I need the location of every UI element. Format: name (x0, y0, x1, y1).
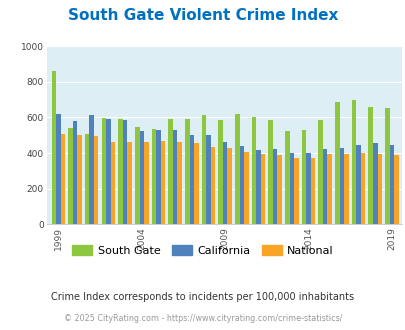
Bar (368, 107, 372, 224)
Bar (89, 115, 94, 224)
Bar (139, 131, 144, 224)
Bar (173, 130, 177, 224)
Bar (351, 100, 356, 224)
Bar (72, 121, 77, 224)
Bar (189, 135, 194, 224)
Bar (77, 135, 81, 224)
Bar (156, 130, 160, 224)
Bar (68, 128, 72, 224)
Bar (251, 117, 256, 224)
Bar (206, 135, 210, 224)
Bar (218, 120, 222, 224)
Bar (268, 120, 272, 224)
Text: © 2025 CityRating.com - https://www.cityrating.com/crime-statistics/: © 2025 CityRating.com - https://www.city… (64, 314, 341, 323)
Bar (94, 136, 98, 224)
Bar (289, 153, 293, 224)
Bar (389, 145, 393, 224)
Bar (177, 142, 181, 224)
Bar (118, 119, 123, 224)
Bar (260, 154, 264, 224)
Bar (160, 141, 165, 224)
Bar (318, 120, 322, 224)
Bar (301, 130, 305, 224)
Bar (123, 120, 127, 224)
Bar (127, 142, 132, 224)
Bar (201, 115, 206, 224)
Bar (305, 153, 310, 224)
Bar (384, 108, 389, 224)
Bar (185, 119, 189, 224)
Bar (60, 134, 65, 224)
Bar (222, 142, 227, 224)
Bar (343, 154, 348, 224)
Legend: South Gate, California, National: South Gate, California, National (68, 240, 337, 260)
Bar (327, 154, 331, 224)
Bar (256, 150, 260, 224)
Bar (243, 152, 248, 224)
Bar (111, 142, 115, 224)
Bar (277, 155, 281, 224)
Bar (168, 119, 173, 224)
Bar (322, 148, 327, 224)
Bar (101, 118, 106, 224)
Bar (360, 153, 364, 224)
Bar (310, 157, 315, 224)
Bar (227, 148, 231, 224)
Bar (144, 143, 148, 224)
Bar (234, 114, 239, 224)
Bar (194, 143, 198, 224)
Bar (51, 71, 56, 224)
Bar (135, 127, 139, 224)
Bar (85, 134, 89, 224)
Text: Crime Index corresponds to incidents per 100,000 inhabitants: Crime Index corresponds to incidents per… (51, 292, 354, 302)
Text: South Gate Violent Crime Index: South Gate Violent Crime Index (68, 8, 337, 23)
Bar (272, 148, 277, 224)
Bar (151, 129, 156, 224)
Bar (393, 155, 398, 224)
Bar (239, 146, 243, 224)
Bar (284, 131, 289, 224)
Bar (210, 147, 215, 224)
Bar (56, 114, 60, 224)
Bar (106, 119, 111, 224)
Bar (377, 154, 381, 224)
Bar (356, 145, 360, 224)
Bar (372, 143, 377, 224)
Bar (339, 148, 343, 224)
Bar (293, 157, 298, 224)
Bar (334, 102, 339, 224)
